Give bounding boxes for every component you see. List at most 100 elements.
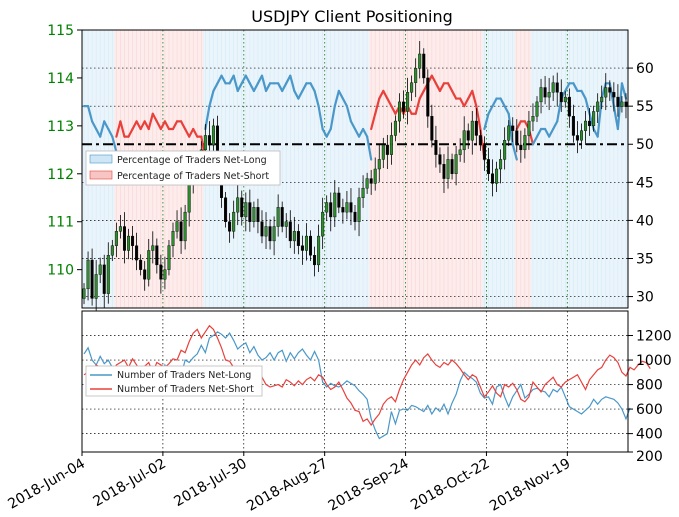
- candle-up: [458, 149, 462, 155]
- candle-up: [98, 264, 102, 275]
- net-short-pct-segment: [171, 120, 179, 131]
- candle-up: [503, 140, 507, 160]
- net-long-pct-segment: [503, 105, 510, 115]
- net-long-pct-segment: [248, 82, 255, 93]
- candle-up: [151, 245, 155, 251]
- net-long-pct-segment: [301, 82, 308, 93]
- net-long-pct-segment: [293, 89, 300, 100]
- candle-down: [385, 144, 389, 155]
- net-short-pct-segment: [147, 112, 154, 131]
- net-long-pct-segment: [564, 82, 571, 93]
- net-short-pct-segment: [159, 120, 167, 131]
- date-tick-label: 2018-Aug-27: [244, 456, 330, 515]
- net-long-pct-segment: [511, 143, 518, 161]
- net-long-pct-segment: [366, 135, 373, 161]
- candle-down: [240, 197, 244, 218]
- candle-down: [329, 202, 333, 218]
- candle-down: [588, 120, 592, 127]
- net-long-pct-segment: [507, 112, 514, 146]
- candle-up: [187, 183, 191, 213]
- candle-up: [82, 288, 86, 299]
- legend-label-net-long-pct: Percentage of Traders Net-Long: [117, 155, 267, 166]
- percent-tick-label: 50: [636, 137, 654, 153]
- candle-down: [309, 235, 313, 256]
- candle-down: [402, 101, 406, 112]
- net-long-pct-segment: [111, 135, 118, 153]
- legend-label-net-long-count: Number of Traders Net-Long: [117, 370, 251, 381]
- candle-down: [474, 120, 478, 136]
- net-short-pct-segment: [515, 120, 522, 131]
- candle-up: [410, 82, 414, 93]
- candle-down: [369, 178, 373, 184]
- percent-tick-label: 55: [636, 99, 654, 115]
- net-long-pct-segment: [277, 82, 284, 93]
- net-short-pct-segment: [386, 97, 393, 108]
- net-short-pct-segment: [471, 89, 478, 108]
- net-long-pct-segment: [337, 89, 344, 100]
- candle-down: [511, 125, 515, 131]
- candle-up: [393, 120, 397, 136]
- net-long-pct-segment: [580, 89, 587, 100]
- candle-up: [317, 235, 321, 266]
- candle-up: [507, 125, 511, 141]
- net-short-pct-segment: [163, 120, 171, 131]
- candle-down: [155, 245, 159, 266]
- candle-down: [466, 130, 470, 141]
- candle-up: [357, 197, 361, 222]
- candle-down: [90, 259, 94, 299]
- candle-up: [94, 274, 98, 299]
- net-long-pct-segment: [616, 82, 624, 131]
- net-short-pct-segment: [151, 112, 158, 123]
- net-long-pct-segment: [236, 82, 243, 93]
- candle-down: [179, 221, 183, 242]
- net-long-pct-segment: [86, 105, 94, 123]
- net-long-pct-segment: [216, 74, 223, 85]
- candle-up: [563, 96, 567, 103]
- top-panel-lines: [82, 74, 628, 161]
- net-short-pct-segment: [378, 89, 385, 100]
- net-long-pct-segment: [208, 89, 215, 108]
- bottom-legend-box: [85, 365, 263, 397]
- net-long-pct-segment: [329, 105, 336, 131]
- candle-down: [102, 264, 106, 294]
- bottom-panel: 200 400 600 800 1000 1200 Number of Traders N…: [81, 310, 672, 465]
- candle-down: [478, 135, 482, 146]
- candle-down: [353, 211, 357, 222]
- net-long-pct-segment: [289, 74, 296, 93]
- percent-tick-label: 35: [636, 251, 654, 267]
- net-short-pct-segment: [430, 74, 437, 85]
- candle-down: [434, 140, 438, 155]
- candle-down: [575, 135, 579, 141]
- net-long-pct-segment: [535, 127, 543, 138]
- candle-down: [612, 92, 616, 98]
- candle-up: [584, 120, 588, 131]
- candle-up: [620, 101, 624, 107]
- net-long-pct-segment: [345, 105, 353, 123]
- candle-up: [304, 235, 308, 251]
- candle-up: [604, 87, 608, 98]
- candle-down: [422, 53, 426, 79]
- bottom-panel-frame: [81, 310, 629, 453]
- net-long-pct-segment: [103, 120, 110, 131]
- candle-down: [135, 245, 139, 261]
- candle-up: [381, 144, 385, 160]
- chart-title: USDJPY Client Positioning: [251, 7, 453, 26]
- candle-up: [389, 135, 393, 155]
- net-long-pct-segment: [297, 89, 304, 100]
- candle-down: [341, 207, 345, 213]
- net-long-pct-segment: [260, 74, 268, 93]
- net-long-pct-segment: [264, 82, 272, 93]
- net-long-pct-segment: [325, 127, 332, 138]
- price-tick-label: 114: [47, 71, 74, 87]
- count-tick-label: 600: [636, 402, 663, 418]
- date-tick-label: 2018-Jul-02: [91, 456, 169, 510]
- candle-up: [183, 211, 187, 242]
- percent-tick-label: 30: [636, 290, 654, 306]
- candle-up: [499, 159, 503, 170]
- net-long-pct-segment: [99, 120, 106, 138]
- net-long-pct-segment: [244, 74, 251, 85]
- candle-up: [86, 259, 90, 290]
- candle-up: [377, 159, 381, 170]
- legend-swatch-net-long-pct: [89, 154, 113, 164]
- candle-up: [470, 120, 474, 141]
